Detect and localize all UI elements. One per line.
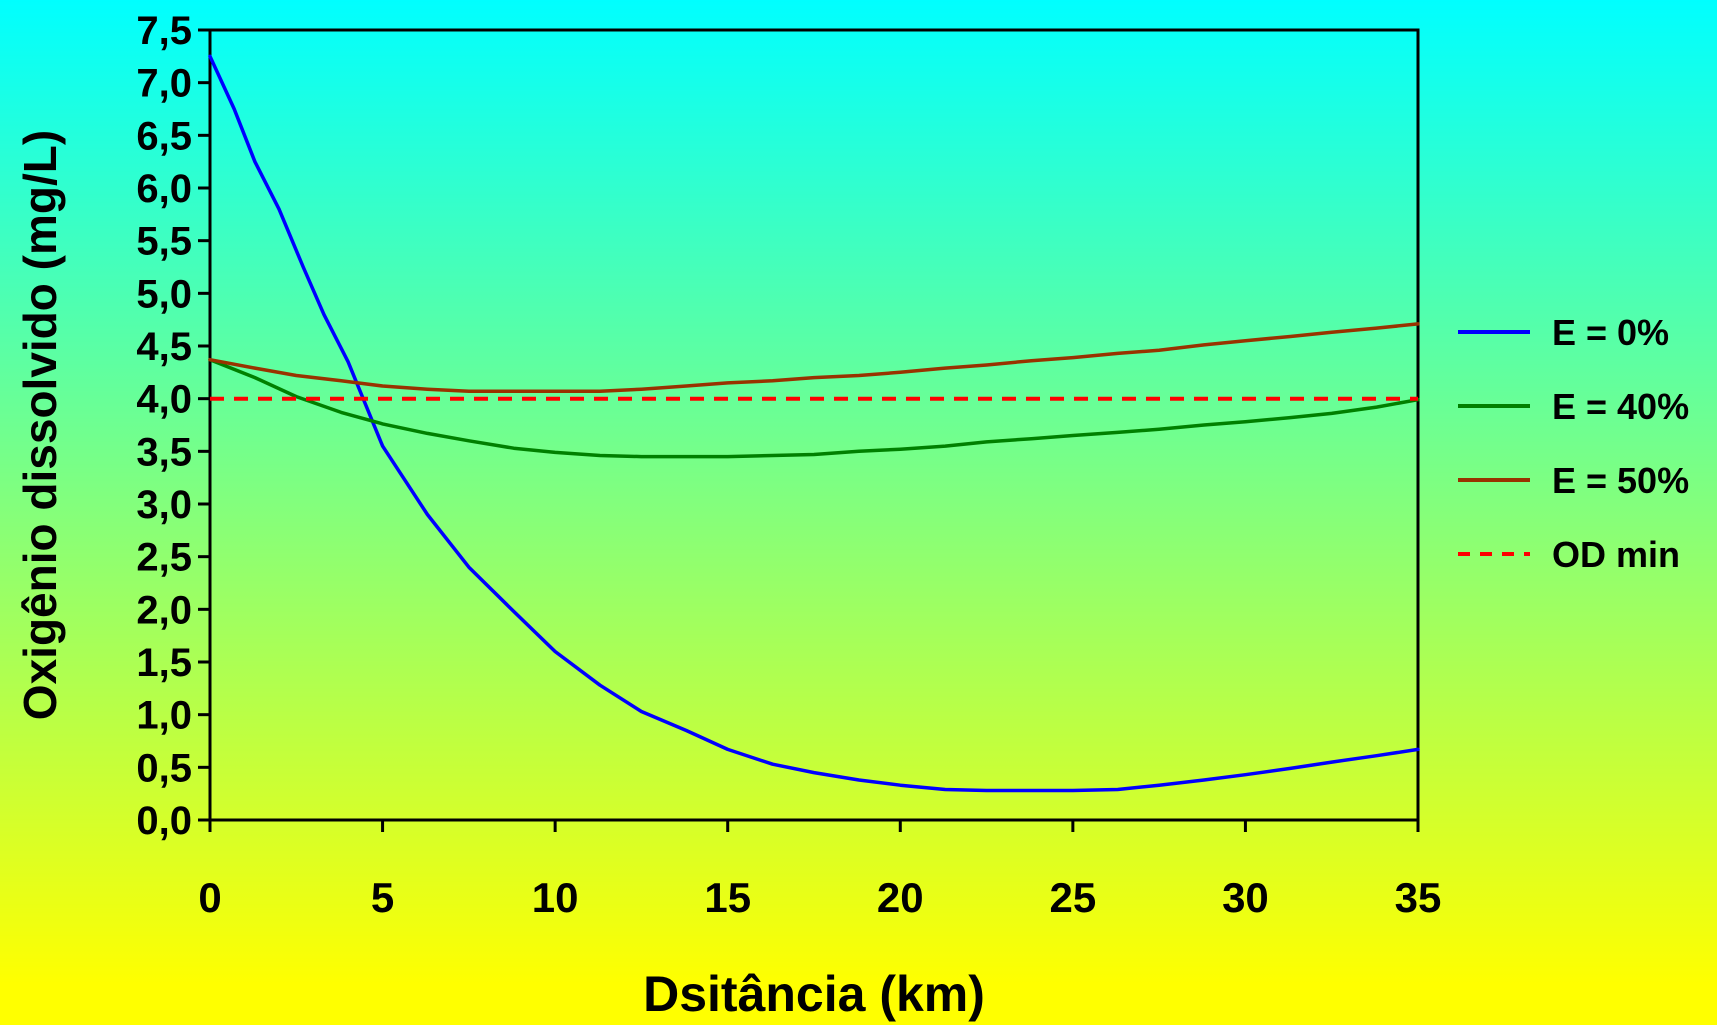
plot-area (208, 28, 1420, 822)
series-line-1 (208, 357, 1420, 459)
y-tick-label: 0,5 (136, 746, 192, 790)
y-tick-label: 5,0 (136, 272, 192, 316)
y-tick-label: 3,0 (136, 483, 192, 527)
x-tick-label: 5 (371, 874, 394, 921)
x-axis: 0 5 10 15 20 25 30 35 (198, 820, 1441, 921)
y-tick-label: 4,5 (136, 325, 192, 369)
y-tick-label: 1,5 (136, 641, 192, 685)
y-tick-label: 5,5 (136, 220, 192, 264)
y-tick-label: 2,0 (136, 588, 192, 632)
legend-label: E = 40% (1552, 386, 1689, 427)
x-axis-label: Dsitância (km) (643, 966, 985, 1022)
x-tick-label: 15 (704, 874, 751, 921)
legend-label: OD min (1552, 534, 1680, 575)
y-tick-label: 6,0 (136, 167, 192, 211)
y-tick-label: 7,0 (136, 62, 192, 106)
y-tick-label: 6,5 (136, 114, 192, 158)
y-tick-label: 1,0 (136, 694, 192, 738)
x-tick-label: 20 (877, 874, 924, 921)
y-tick-label: 3,5 (136, 430, 192, 474)
y-axis: 0,0 0,5 1,0 1,5 2,0 2,5 3,0 3,5 4,0 4,5 5,0 5,5 6,0 6… (136, 9, 210, 843)
y-tick-label: 4,0 (136, 378, 192, 422)
y-tick-label: 0,0 (136, 799, 192, 843)
series-line-2 (208, 322, 1420, 394)
y-axis-label: Oxigênio dissolvido (mg/L) (14, 130, 66, 720)
legend: E = 0% E = 40% E = 50% OD min (1458, 312, 1689, 575)
x-tick-label: 0 (198, 874, 221, 921)
series-line-0 (208, 54, 1420, 793)
x-tick-label: 25 (1049, 874, 1096, 921)
x-tick-label: 35 (1395, 874, 1442, 921)
legend-label: E = 50% (1552, 460, 1689, 501)
series-lines (208, 54, 1420, 793)
x-tick-label: 10 (532, 874, 579, 921)
y-tick-label: 2,5 (136, 536, 192, 580)
y-tick-label: 7,5 (136, 9, 192, 53)
legend-label: E = 0% (1552, 312, 1669, 353)
x-tick-label: 30 (1222, 874, 1269, 921)
